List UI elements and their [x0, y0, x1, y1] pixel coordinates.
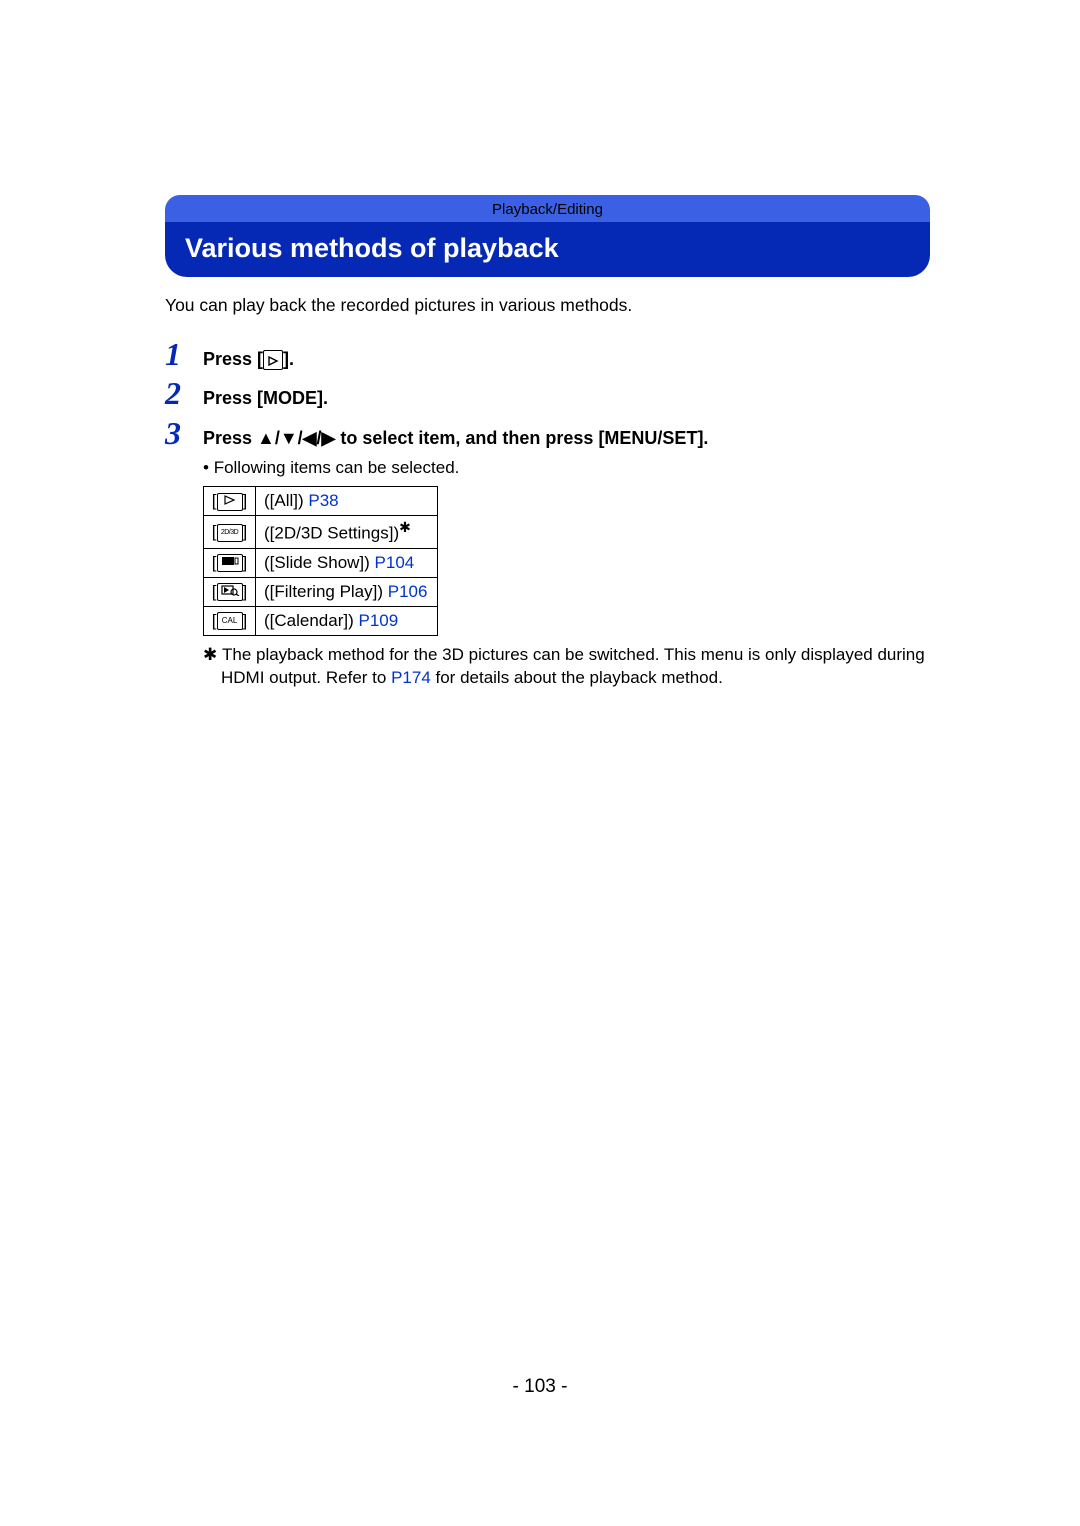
step-3: 3 Press ▲/▼/◀/▶ to select item, and then…	[165, 417, 925, 450]
calendar-icon: CAL	[217, 612, 243, 630]
mode-label: ([All])	[264, 491, 308, 510]
page-title-bar: Various methods of playback	[165, 222, 930, 277]
footnote-marker: ✱	[399, 520, 411, 536]
mode-label: ([2D/3D Settings])	[264, 524, 399, 543]
step-number: 2	[165, 377, 203, 409]
mode-label-cell: ([Calendar]) P109	[256, 606, 438, 635]
step-number: 3	[165, 417, 203, 449]
table-row: [2D/3D] ([2D/3D Settings])✱	[204, 516, 438, 549]
steps-list: 1 Press []. 2 Press [MODE]. 3 Press ▲/▼/…	[165, 338, 925, 450]
all-icon	[217, 493, 243, 511]
step-text: Press [].	[203, 348, 294, 371]
footnote: ✱ The playback method for the 3D picture…	[203, 644, 925, 690]
mode-label: ([Slide Show])	[264, 553, 375, 572]
step-text: Press ▲/▼/◀/▶ to select item, and then p…	[203, 427, 708, 450]
mode-label-cell: ([2D/3D Settings])✱	[256, 516, 438, 549]
mode-label: ([Filtering Play])	[264, 582, 388, 601]
intro-text: You can play back the recorded pictures …	[165, 295, 925, 316]
2d3d-icon: 2D/3D	[217, 524, 243, 542]
step-text: Press [MODE].	[203, 387, 328, 410]
breadcrumb: Playback/Editing	[165, 195, 930, 222]
mode-icon-cell: [2D/3D]	[204, 516, 256, 549]
page-ref-link[interactable]: P109	[358, 611, 398, 630]
breadcrumb-text: Playback/Editing	[492, 201, 603, 218]
page-number: - 103 -	[0, 1376, 1080, 1398]
footnote-marker: ✱	[203, 645, 217, 664]
playback-modes-table: [] ([All]) P38 [2D/3D] ([2D/3D Settings]…	[203, 486, 438, 636]
table-row: [] ([Filtering Play]) P106	[204, 577, 438, 606]
footnote-text-2: for details about the playback method.	[431, 668, 723, 687]
playback-icon	[263, 350, 283, 370]
mode-icon-cell: []	[204, 548, 256, 577]
mode-label: ([Calendar])	[264, 611, 358, 630]
table-row: [] ([All]) P38	[204, 487, 438, 516]
page-ref-link[interactable]: P174	[391, 668, 431, 687]
page-ref-link[interactable]: P104	[375, 553, 415, 572]
filtering-icon	[217, 583, 243, 601]
mode-icon-cell: [CAL]	[204, 606, 256, 635]
mode-label-cell: ([Slide Show]) P104	[256, 548, 438, 577]
step-2: 2 Press [MODE].	[165, 377, 925, 410]
page-ref-link[interactable]: P106	[388, 582, 428, 601]
page-ref-link[interactable]: P38	[308, 491, 338, 510]
page-title: Various methods of playback	[185, 233, 559, 263]
step-number: 1	[165, 338, 203, 370]
slideshow-icon	[217, 554, 243, 572]
step-text-suffix: ].	[283, 349, 294, 369]
table-row: [CAL] ([Calendar]) P109	[204, 606, 438, 635]
step-1: 1 Press [].	[165, 338, 925, 371]
mode-label-cell: ([Filtering Play]) P106	[256, 577, 438, 606]
mode-icon-cell: []	[204, 577, 256, 606]
mode-icon-cell: []	[204, 487, 256, 516]
sub-bullet: Following items can be selected.	[203, 458, 925, 478]
mode-label-cell: ([All]) P38	[256, 487, 438, 516]
table-row: [] ([Slide Show]) P104	[204, 548, 438, 577]
step-text-prefix: Press [	[203, 349, 263, 369]
